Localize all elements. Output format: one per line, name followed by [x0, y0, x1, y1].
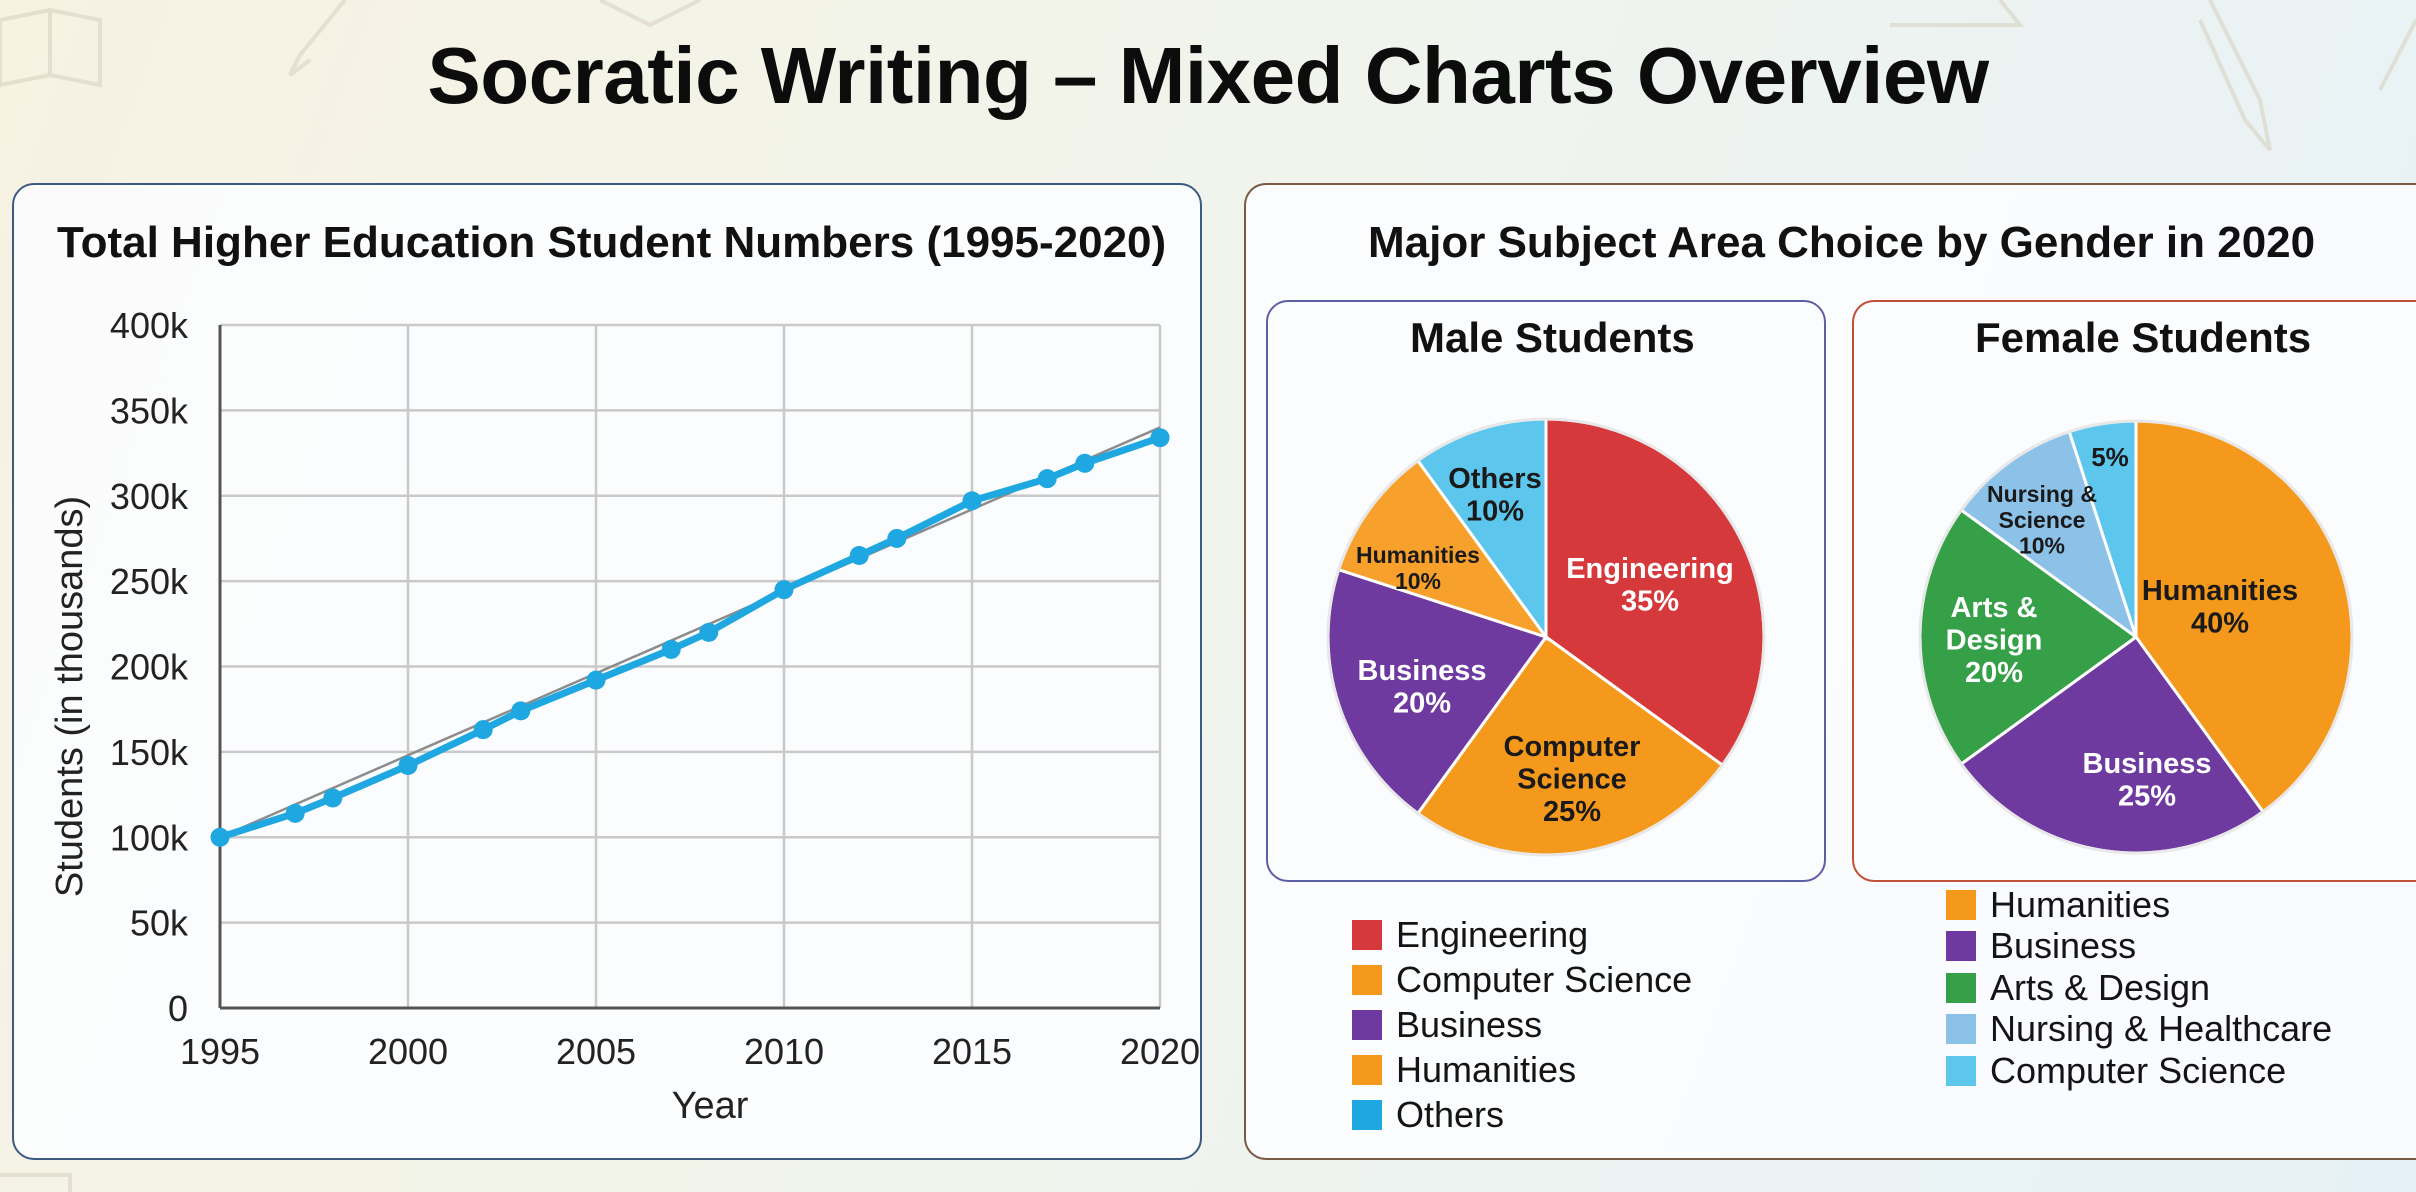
- data-point: [210, 827, 230, 847]
- legend-item: Arts & Design: [1946, 967, 2332, 1009]
- legend-item: Humanities: [1352, 1047, 1692, 1092]
- y-tick-label: 300k: [110, 476, 189, 517]
- pie-slice-label: Arts & Design 20%: [1946, 592, 2043, 689]
- data-point: [1150, 428, 1170, 448]
- data-point: [962, 491, 982, 511]
- page-title: Socratic Writing – Mixed Charts Overview: [427, 31, 1989, 120]
- series-line: [216, 434, 1164, 841]
- book-doodle-icon-3: [0, 1173, 72, 1192]
- book-doodle-icon: [0, 7, 102, 88]
- data-point: [511, 701, 531, 721]
- legend-swatch: [1352, 1009, 1382, 1040]
- legend-item: Business: [1946, 925, 2332, 968]
- pie-slice-label: Nursing & Science 10%: [1987, 481, 2097, 559]
- pie-slice-label: Humanities 40%: [2142, 575, 2298, 639]
- x-tick-label: 2020: [1120, 1031, 1200, 1072]
- trend-line: [219, 426, 1161, 839]
- legend-item: Others: [1352, 1092, 1692, 1137]
- legend-item: Computer Science: [1352, 957, 1692, 1002]
- male-pie-title: Male Students: [1410, 314, 1695, 361]
- pencil-doodle-icon: [288, 0, 347, 77]
- pie-slice-label: Humanities 10%: [1356, 542, 1480, 594]
- data-point: [473, 720, 493, 740]
- pie-panel-title: Major Subject Area Choice by Gender in 2…: [1368, 218, 2316, 267]
- data-point: [398, 756, 418, 776]
- line-chart-title: Total Higher Education Student Numbers (…: [57, 218, 1167, 267]
- legend-label: Business: [1396, 1003, 1543, 1045]
- data-point: [699, 622, 719, 642]
- x-tick-label: 1995: [180, 1031, 260, 1072]
- legend-label: Business: [1990, 925, 2137, 967]
- data-point: [849, 546, 869, 566]
- y-tick-label: 150k: [110, 732, 189, 773]
- data-point: [323, 788, 343, 808]
- pie-outline: [1918, 419, 2354, 855]
- pencil-doodle-icon-2: [2378, 19, 2416, 91]
- female-legend: Humanities Business Arts & Design Nursing &…: [1946, 884, 2332, 1092]
- legend-item: Humanities: [1946, 884, 2332, 926]
- legend-label: Others: [1396, 1093, 1505, 1135]
- legend-swatch: [1946, 931, 1976, 962]
- legend-swatch: [1946, 1014, 1976, 1045]
- x-tick-label: 2000: [368, 1031, 448, 1072]
- x-tick-label: 2010: [744, 1031, 824, 1072]
- legend-swatch: [1352, 964, 1382, 995]
- female-pie-title: Female Students: [1975, 314, 2312, 361]
- pie-slice-label: Engineering 35%: [1566, 553, 1734, 617]
- legend-label: Arts & Design: [1990, 966, 2211, 1008]
- y-tick-label: 100k: [110, 817, 189, 858]
- data-point: [661, 639, 681, 659]
- pie-slice-label: Others 10%: [1448, 463, 1541, 527]
- legend-swatch: [1946, 972, 1976, 1003]
- x-tick-label: 2015: [932, 1031, 1012, 1072]
- legend-item: Engineering: [1352, 912, 1692, 957]
- y-tick-label: 0: [168, 988, 188, 1029]
- y-tick-label: 200k: [110, 647, 189, 688]
- legend-label: Computer Science: [1396, 958, 1693, 1000]
- pie-slice-label: Business 25%: [2083, 748, 2212, 812]
- legend-label: Engineering: [1396, 913, 1589, 955]
- data-point: [887, 528, 907, 548]
- legend-label: Computer Science: [1990, 1049, 2287, 1091]
- data-point: [285, 803, 305, 823]
- pen-doodle-icon: [2198, 0, 2272, 152]
- legend-swatch: [1946, 889, 1976, 920]
- pie-slice-label: Business 20%: [1358, 655, 1487, 719]
- legend-item: Nursing & Healthcare: [1946, 1008, 2333, 1051]
- y-tick-label: 350k: [110, 390, 189, 431]
- notebook-doodle-icon: [1890, 0, 2025, 27]
- pie-outline: [1326, 417, 1766, 857]
- line-chart-panel: [12, 183, 1202, 1160]
- x-tick-label: 2005: [556, 1031, 636, 1072]
- pie-slice-label: Computer Science 25%: [1504, 731, 1641, 828]
- pie-slice-label: 5%: [2091, 442, 2129, 472]
- y-axis-label: Students (in thousands): [49, 496, 91, 897]
- legend-swatch: [1946, 1055, 1976, 1086]
- legend-swatch: [1352, 1054, 1382, 1085]
- legend-item: Business: [1352, 1002, 1692, 1047]
- male-legend: Engineering Computer Science Business Human…: [1352, 912, 1692, 1137]
- y-tick-label: 250k: [110, 561, 189, 602]
- legend-label: Humanities: [1990, 883, 2171, 925]
- legend-label: Humanities: [1396, 1048, 1577, 1090]
- data-point: [586, 670, 606, 690]
- y-tick-label: 400k: [110, 305, 189, 346]
- legend-swatch: [1352, 919, 1382, 950]
- data-point: [1037, 469, 1057, 489]
- legend-item: Computer Science: [1946, 1050, 2332, 1092]
- legend-swatch: [1352, 1099, 1382, 1130]
- book-doodle-icon-2: [599, 0, 701, 28]
- y-tick-label: 50k: [130, 903, 189, 944]
- data-point: [774, 580, 794, 600]
- legend-label: Nursing & Healthcare: [1990, 1008, 2333, 1050]
- x-axis-label: Year: [672, 1085, 749, 1127]
- data-point: [1075, 453, 1095, 473]
